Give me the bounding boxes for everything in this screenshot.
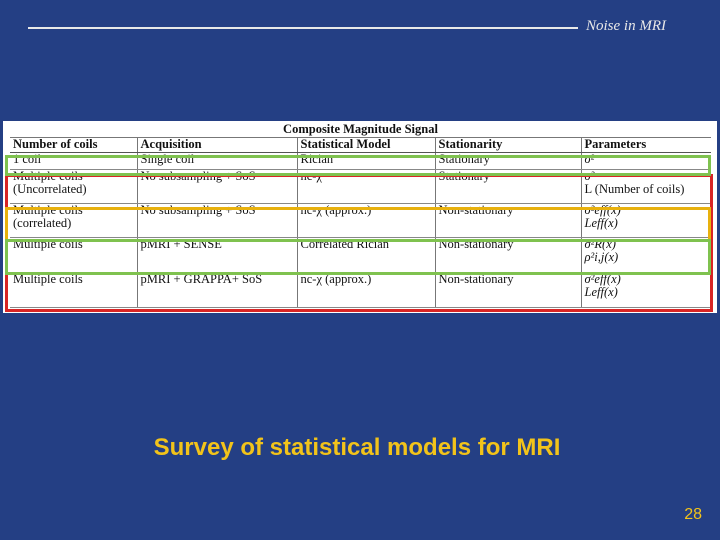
header-title: Noise in MRI bbox=[586, 18, 666, 34]
highlight-box-green bbox=[5, 155, 711, 176]
header-rule bbox=[28, 27, 578, 29]
stationarity-cell: Non-stationary bbox=[434, 272, 581, 308]
column-header: Parameters bbox=[580, 137, 711, 153]
page-number: 28 bbox=[684, 506, 702, 523]
table-row: Multiple coils pMRI + SENSE Correlated R… bbox=[10, 237, 711, 273]
slide-caption: Survey of statistical models for MRI bbox=[153, 434, 561, 461]
parameters-cell: σ²R(x) ρ²i,j(x) bbox=[580, 237, 711, 273]
table-row: Multiple coils pMRI + GRAPPA+ SoS nc-χ (… bbox=[10, 272, 711, 308]
acquisition-cell: pMRI + GRAPPA+ SoS bbox=[136, 272, 297, 308]
highlight-box-yellow bbox=[5, 207, 711, 242]
model-cell: nc-χ (approx.) bbox=[296, 272, 435, 308]
column-header: Stationarity bbox=[434, 137, 581, 153]
parameters-cell: σ²eff(x) Leff(x) bbox=[580, 272, 711, 308]
coils-cell: Multiple coils bbox=[10, 272, 137, 308]
table-caption: Composite Magnitude Signal bbox=[10, 123, 711, 138]
highlight-box-green bbox=[5, 239, 711, 275]
column-header: Statistical Model bbox=[296, 137, 435, 153]
column-header: Acquisition bbox=[136, 137, 297, 153]
column-header: Number of coils bbox=[10, 137, 137, 153]
